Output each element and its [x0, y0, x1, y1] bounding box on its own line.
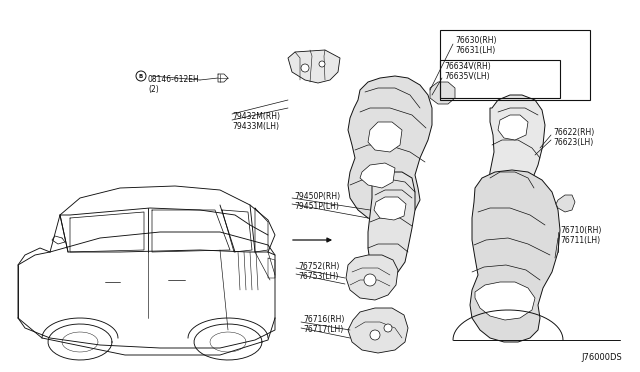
Polygon shape: [346, 255, 398, 300]
Text: B: B: [139, 74, 143, 78]
Polygon shape: [368, 172, 415, 275]
Text: 79450P(RH)
79451P(LH): 79450P(RH) 79451P(LH): [294, 192, 340, 211]
Bar: [440, 30, 590, 100]
Polygon shape: [368, 122, 402, 152]
Polygon shape: [475, 282, 535, 320]
Polygon shape: [348, 76, 432, 222]
Circle shape: [319, 61, 325, 67]
Text: 76752(RH)
76753(LH): 76752(RH) 76753(LH): [298, 262, 339, 281]
Polygon shape: [288, 50, 340, 83]
Text: J76000DS: J76000DS: [581, 353, 622, 362]
Circle shape: [301, 64, 309, 72]
Bar: [440, 60, 560, 98]
Polygon shape: [470, 170, 560, 342]
Polygon shape: [360, 163, 395, 188]
Text: 76634V(RH)
76635V(LH): 76634V(RH) 76635V(LH): [444, 62, 491, 81]
Polygon shape: [498, 115, 528, 140]
Polygon shape: [374, 197, 406, 220]
Text: 76622(RH)
76623(LH): 76622(RH) 76623(LH): [553, 128, 595, 147]
Circle shape: [370, 330, 380, 340]
Text: 76630(RH)
76631(LH): 76630(RH) 76631(LH): [455, 36, 497, 55]
Polygon shape: [348, 308, 408, 353]
Polygon shape: [556, 195, 575, 212]
Polygon shape: [430, 82, 455, 104]
Circle shape: [136, 71, 146, 81]
Circle shape: [364, 274, 376, 286]
Text: 76710(RH)
76711(LH): 76710(RH) 76711(LH): [560, 226, 602, 246]
Text: 08146-612EH
(2): 08146-612EH (2): [148, 75, 200, 94]
Polygon shape: [488, 95, 545, 212]
Text: 76716(RH)
76717(LH): 76716(RH) 76717(LH): [303, 315, 344, 334]
Text: 79432M(RH)
79433M(LH): 79432M(RH) 79433M(LH): [232, 112, 280, 131]
Circle shape: [384, 324, 392, 332]
